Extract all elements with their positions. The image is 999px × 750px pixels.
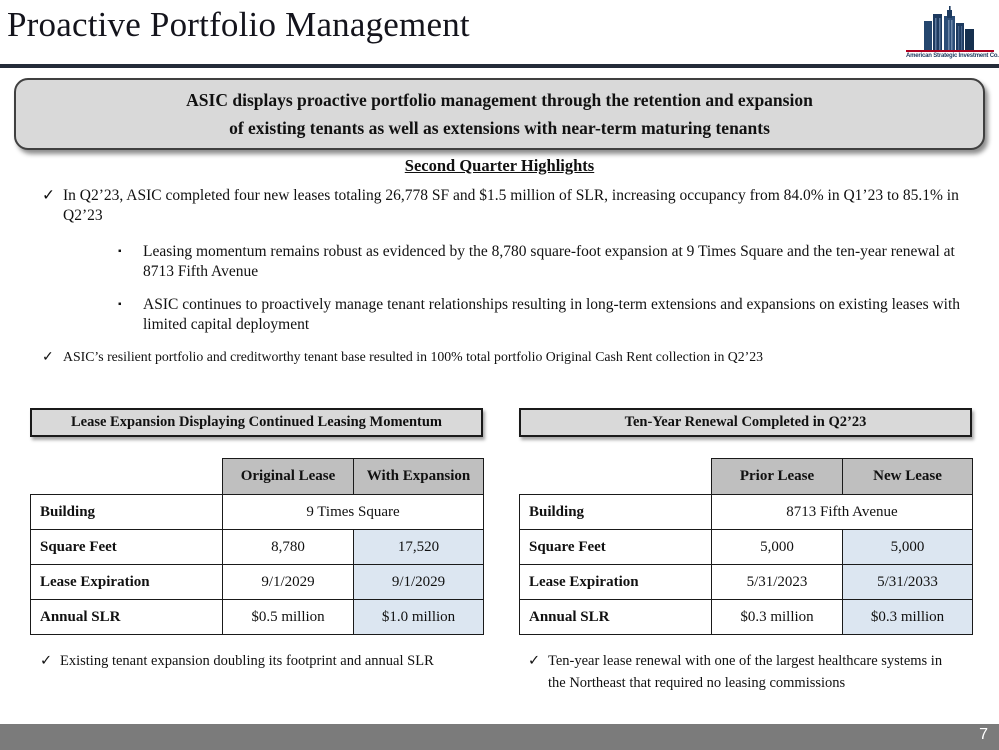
bullet-text: Leasing momentum remains robust as evide… [143,242,955,281]
check-icon: ✓ [42,348,54,364]
table-cell-highlighted: 17,520 [353,529,484,565]
footer-bar: 7 [0,724,999,750]
table-row-label: Building [30,494,223,530]
table-column-header: Prior Lease [711,458,843,495]
table-row: Square Feet 5,000 5,000 [519,529,973,565]
lease-expansion-section: Lease Expansion Displaying Continued Lea… [30,408,484,635]
table-row: Annual SLR $0.5 million $1.0 million [30,599,484,635]
table-cell-highlighted: 5/31/2033 [842,564,973,600]
section-heading: Second Quarter Highlights [404,156,595,175]
summary-banner: ASIC displays proactive portfolio manage… [14,78,985,150]
table-row: Lease Expiration 9/1/2029 9/1/2029 [30,564,484,600]
table-row: Square Feet 8,780 17,520 [30,529,484,565]
empty-corner-cell [31,459,223,495]
table-cell-highlighted: $1.0 million [353,599,484,635]
banner-line-2: of existing tenants as well as extension… [229,118,770,138]
table-cell: 8,780 [222,529,354,565]
table-column-header: Original Lease [222,458,354,495]
bullet-item: ✓ In Q2’23, ASIC completed four new leas… [42,186,987,227]
company-logo: American Strategic Investment Co. [906,6,999,59]
table-row: Annual SLR $0.3 million $0.3 million [519,599,973,635]
table-row: Building 8713 Fifth Avenue [519,494,973,530]
check-icon: ✓ [528,653,541,669]
ten-year-renewal-table: Prior Lease New Lease Building 8713 Fift… [519,458,973,635]
bullet-text: In Q2’23, ASIC completed four new leases… [63,187,959,225]
page-number: 7 [979,726,988,743]
table-row-label: Building [519,494,712,530]
highlights-list: ✓ In Q2’23, ASIC completed four new leas… [42,186,987,366]
table-cell: 9/1/2029 [222,564,354,600]
table-row-label: Annual SLR [30,599,223,635]
bullet-text: ASIC continues to proactively manage ten… [143,295,961,334]
footnote-text: Existing tenant expansion doubling its f… [60,653,434,669]
table-column-header: New Lease [842,458,973,495]
table-column-header: With Expansion [353,458,484,495]
table-row-label: Square Feet [30,529,223,565]
table-cell: 5,000 [711,529,843,565]
banner-line-1: ASIC displays proactive portfolio manage… [186,89,813,110]
sub-bullet-item: ▪ Leasing momentum remains robust as evi… [42,242,987,283]
table-cell: 5/31/2023 [711,564,843,600]
lease-expansion-table: Original Lease With Expansion Building 9… [30,458,484,635]
table-cell: 9 Times Square [222,494,484,530]
table-footnote: ✓ Existing tenant expansion doubling its… [40,651,470,673]
table-cell-highlighted: 9/1/2029 [353,564,484,600]
table-cell-highlighted: $0.3 million [842,599,973,635]
title-divider [0,64,999,68]
table-row: Building 9 Times Square [30,494,484,530]
table-row-label: Lease Expiration [30,564,223,600]
square-bullet-icon: ▪ [118,298,122,310]
city-skyline-icon [906,6,994,50]
empty-corner-cell [520,459,712,495]
lease-expansion-table-title: Lease Expansion Displaying Continued Lea… [30,408,483,437]
square-bullet-icon: ▪ [118,245,122,257]
table-cell: $0.3 million [711,599,843,635]
check-icon: ✓ [40,653,53,669]
table-cell: $0.5 million [222,599,354,635]
check-icon: ✓ [42,187,55,204]
table-footnote: ✓ Ten-year lease renewal with one of the… [528,651,960,695]
bullet-text: ASIC’s resilient portfolio and creditwor… [63,348,764,364]
logo-caption: American Strategic Investment Co. [906,50,999,59]
table-row-label: Annual SLR [519,599,712,635]
table-row-label: Lease Expiration [519,564,712,600]
table-cell: 8713 Fifth Avenue [711,494,973,530]
footnote-text: Ten-year lease renewal with one of the l… [548,653,943,691]
table-cell-highlighted: 5,000 [842,529,973,565]
page-title: Proactive Portfolio Management [7,5,470,44]
ten-year-renewal-section: Ten-Year Renewal Completed in Q2’23 Prio… [519,408,973,635]
table-row-label: Square Feet [519,529,712,565]
bullet-item: ✓ ASIC’s resilient portfolio and creditw… [42,348,987,366]
table-row: Lease Expiration 5/31/2023 5/31/2033 [519,564,973,600]
sub-bullet-item: ▪ ASIC continues to proactively manage t… [42,295,987,336]
ten-year-renewal-table-title: Ten-Year Renewal Completed in Q2’23 [519,408,972,437]
